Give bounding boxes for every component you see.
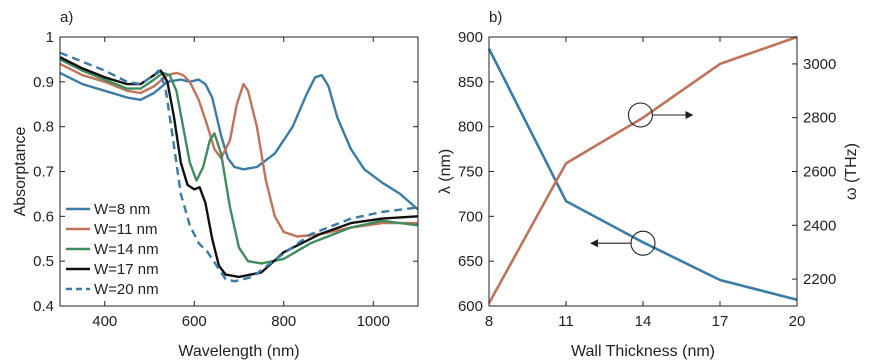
panel-a-y-axis-label: Absorptance [12,126,29,216]
right-y-tick-label: 2400 [803,217,836,234]
panel-a-legend: W=8 nm W=11 nm W=14 nm W=17 nm W=20 nm [66,201,159,298]
left-y-tick-label: 850 [458,74,483,91]
legend-entry-w-14-nm: W=14 nm [94,241,159,258]
series-line-w-14-nm [60,58,418,265]
panel-b-left-y-axis-label: λ (nm) [437,149,454,194]
right-y-tick-label: 2600 [803,164,836,181]
x-tick-label: 14 [635,313,652,330]
panel-b-annotations [590,102,694,256]
x-tick-label: 1000 [357,313,390,330]
panel-a-absorptance-chart: a) 400 600 800 1000 0.4 0.5 0.6 0.7 0.8 0.9 1 Wave… [12,9,419,360]
right-y-tick-label: 2800 [803,110,836,127]
panel-b-axes-frame [488,36,798,307]
x-tick-label: 800 [271,313,296,330]
right-y-tick-label: 2200 [803,271,836,288]
panel-a-label: a) [60,9,73,26]
panel-b-wall-thickness-chart: b) 8 11 14 17 20 600 650 700 750 800 850 900 2200 240… [437,9,860,360]
right-y-tick-label: 3000 [803,56,836,73]
legend-entry-w-20-nm: W=20 nm [94,281,159,298]
y-tick-label: 0.9 [33,74,54,91]
panel-b-series [487,35,798,304]
left-y-tick-label: 700 [458,208,483,225]
series-line-w-20-nm [60,51,418,283]
panel-a-ticks: 400 600 800 1000 0.4 0.5 0.6 0.7 0.8 0.9 1 [33,29,418,330]
series-line-w-8-nm [60,71,418,211]
panel-a-series [60,51,418,283]
panel-a-axes-frame [59,36,419,307]
legend-entry-w-8-nm: W=8 nm [94,201,150,218]
y-tick-label: 0.6 [33,208,54,225]
x-tick-label: 600 [182,313,207,330]
y-tick-label: 0.7 [33,164,54,181]
left-y-tick-label: 900 [458,29,483,46]
y-tick-label: 0.8 [33,119,54,136]
left-y-tick-label: 600 [458,298,483,315]
x-tick-label: 17 [712,313,729,330]
legend-entry-w-17-nm: W=17 nm [94,261,159,278]
y-tick-label: 0.4 [33,298,54,315]
left-y-tick-label: 750 [458,164,483,181]
y-tick-label: 0.5 [33,253,54,270]
series-line-omega [487,35,798,304]
x-tick-label: 20 [789,313,806,330]
legend-entry-w-11-nm: W=11 nm [94,221,158,238]
x-tick-label: 11 [558,313,574,330]
x-tick-label: 400 [92,313,117,330]
left-y-tick-label: 800 [458,119,483,136]
series-line-lambda [487,48,798,301]
panel-a-x-axis-label: Wavelength (nm) [178,343,299,360]
left-y-tick-label: 650 [458,253,483,270]
panel-b-x-axis-label: Wall Thickness (nm) [571,343,715,360]
panel-b-label: b) [489,9,502,26]
panel-b-ticks: 8 11 14 17 20 600 650 700 750 800 850 900 2200 2400 26… [458,29,836,330]
y-tick-label: 1 [46,29,54,46]
panel-b-right-y-axis-label: ω (THz) [843,143,860,200]
x-tick-label: 8 [485,313,493,330]
